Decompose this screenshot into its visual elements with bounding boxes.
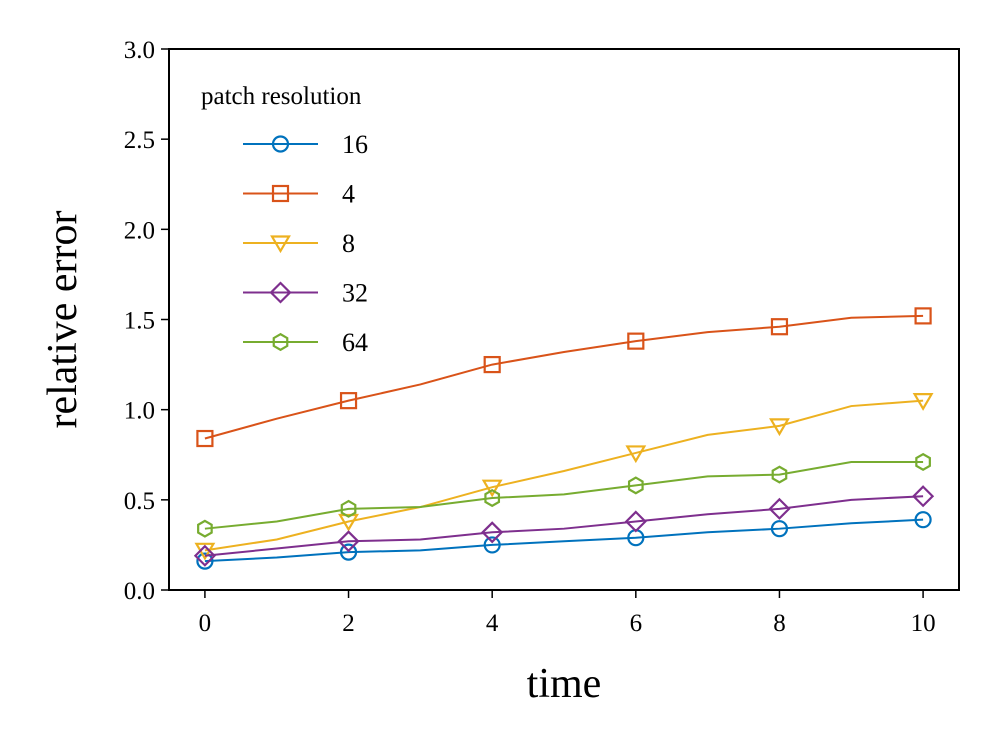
data-point <box>768 497 791 520</box>
data-point <box>339 392 358 410</box>
y-tick-label: 2.0 <box>124 217 155 244</box>
x-tick-label: 2 <box>342 610 355 637</box>
legend-entry: 8 <box>243 229 355 258</box>
series-line <box>204 495 924 557</box>
legend-marker <box>269 281 292 304</box>
y-tick-label: 1.0 <box>124 398 155 425</box>
data-point <box>771 465 788 484</box>
y-tick-label: 2.5 <box>124 127 155 154</box>
data-point <box>915 452 931 472</box>
y-tick-label: 3.0 <box>124 37 155 64</box>
data-point <box>912 485 935 508</box>
series-layer <box>193 307 935 570</box>
data-point <box>914 511 932 529</box>
data-point <box>483 355 501 374</box>
data-point <box>769 418 790 437</box>
data-point <box>337 530 360 553</box>
legend-entry: 64 <box>243 328 368 357</box>
x-tick-label: 0 <box>199 610 212 637</box>
series-32 <box>193 485 935 567</box>
data-point <box>624 510 647 533</box>
x-tick-label: 10 <box>911 610 936 637</box>
legend-label: 64 <box>342 328 368 357</box>
legend-label: 32 <box>342 279 368 308</box>
x-tick-label: 6 <box>630 610 643 637</box>
x-tick-label: 8 <box>773 610 786 637</box>
data-point <box>338 513 359 532</box>
legend-label: 4 <box>342 180 355 209</box>
legend-marker <box>272 332 289 352</box>
legend: patch resolution 16 4 8 32 64 <box>201 83 368 357</box>
data-point <box>914 307 932 325</box>
data-point <box>627 332 645 350</box>
y-tick-label: 0.5 <box>124 488 155 515</box>
y-tick-label: 1.5 <box>124 308 155 335</box>
legend-label: 8 <box>342 229 355 258</box>
series-line <box>204 518 924 563</box>
legend-label: 16 <box>342 130 368 159</box>
data-point <box>625 445 647 464</box>
legend-entry: 32 <box>243 279 368 308</box>
y-axis-title: relative error <box>40 210 86 428</box>
series-line <box>204 460 924 530</box>
series-line <box>204 399 924 552</box>
data-point <box>193 544 216 567</box>
x-tick-label: 4 <box>486 610 499 637</box>
series-line <box>204 314 924 440</box>
data-point <box>770 318 789 336</box>
legend-title: patch resolution <box>201 83 362 110</box>
data-point <box>339 543 358 561</box>
series-4 <box>196 307 932 448</box>
legend-marker <box>271 135 290 153</box>
axis-ticks: 0 2 4 6 8 10 0.0 0.5 1.0 1.5 2.0 2.5 3.0 <box>124 37 936 637</box>
x-axis-title: time <box>527 661 602 707</box>
data-point <box>197 519 213 538</box>
data-point <box>483 536 501 554</box>
data-point <box>481 521 504 544</box>
data-point <box>481 479 503 498</box>
data-point <box>340 499 357 518</box>
legend-entry: 16 <box>243 130 368 159</box>
series-16 <box>196 511 932 570</box>
legend-marker <box>271 184 290 203</box>
y-tick-label: 0.0 <box>124 578 155 605</box>
data-point <box>484 488 501 508</box>
data-point <box>196 429 214 448</box>
data-point <box>627 476 644 495</box>
legend-marker <box>270 235 291 254</box>
data-point <box>912 393 934 411</box>
legend-entry: 4 <box>243 180 355 209</box>
data-point <box>770 520 789 538</box>
series-64 <box>197 452 931 538</box>
data-point <box>196 552 214 570</box>
